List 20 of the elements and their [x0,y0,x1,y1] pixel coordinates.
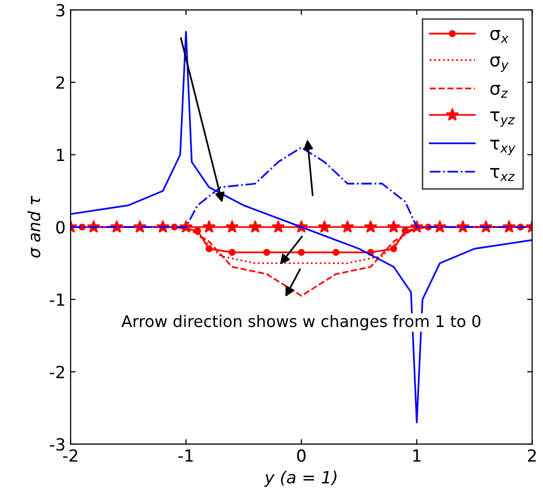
y-tick-label: -1 [50,294,64,306]
legend-label: σ$_{y}$ [490,56,509,72]
annotation: Arrow direction shows w changes from 1 to 0 [121,314,480,330]
x-tick-label: 1 [413,449,421,462]
y-tick-label: 3 [56,4,64,17]
y-tick-label: -3 [50,438,64,451]
y-tick-label: 2 [56,76,64,89]
x-axis-title: y (a = 1) [264,470,336,487]
x-tick-label: -1 [178,449,193,462]
legend-label: τ$_{yz}$ [490,111,515,127]
y-tick-label: -2 [50,366,64,378]
x-tick-label: 2 [528,449,536,462]
x-tick-label: 0 [297,449,306,462]
legend-label: τ$_{xz}$ [490,168,515,181]
y-tick-label: 1 [56,148,64,162]
y-axis-title: σ and τ [27,196,40,258]
legend-label: τ$_{xy}$ [490,140,516,156]
legend-label: σ$_{z}$ [490,84,508,98]
legend-label: σ$_{x}$ [490,30,509,43]
y-tick-label: 0 [56,221,65,234]
